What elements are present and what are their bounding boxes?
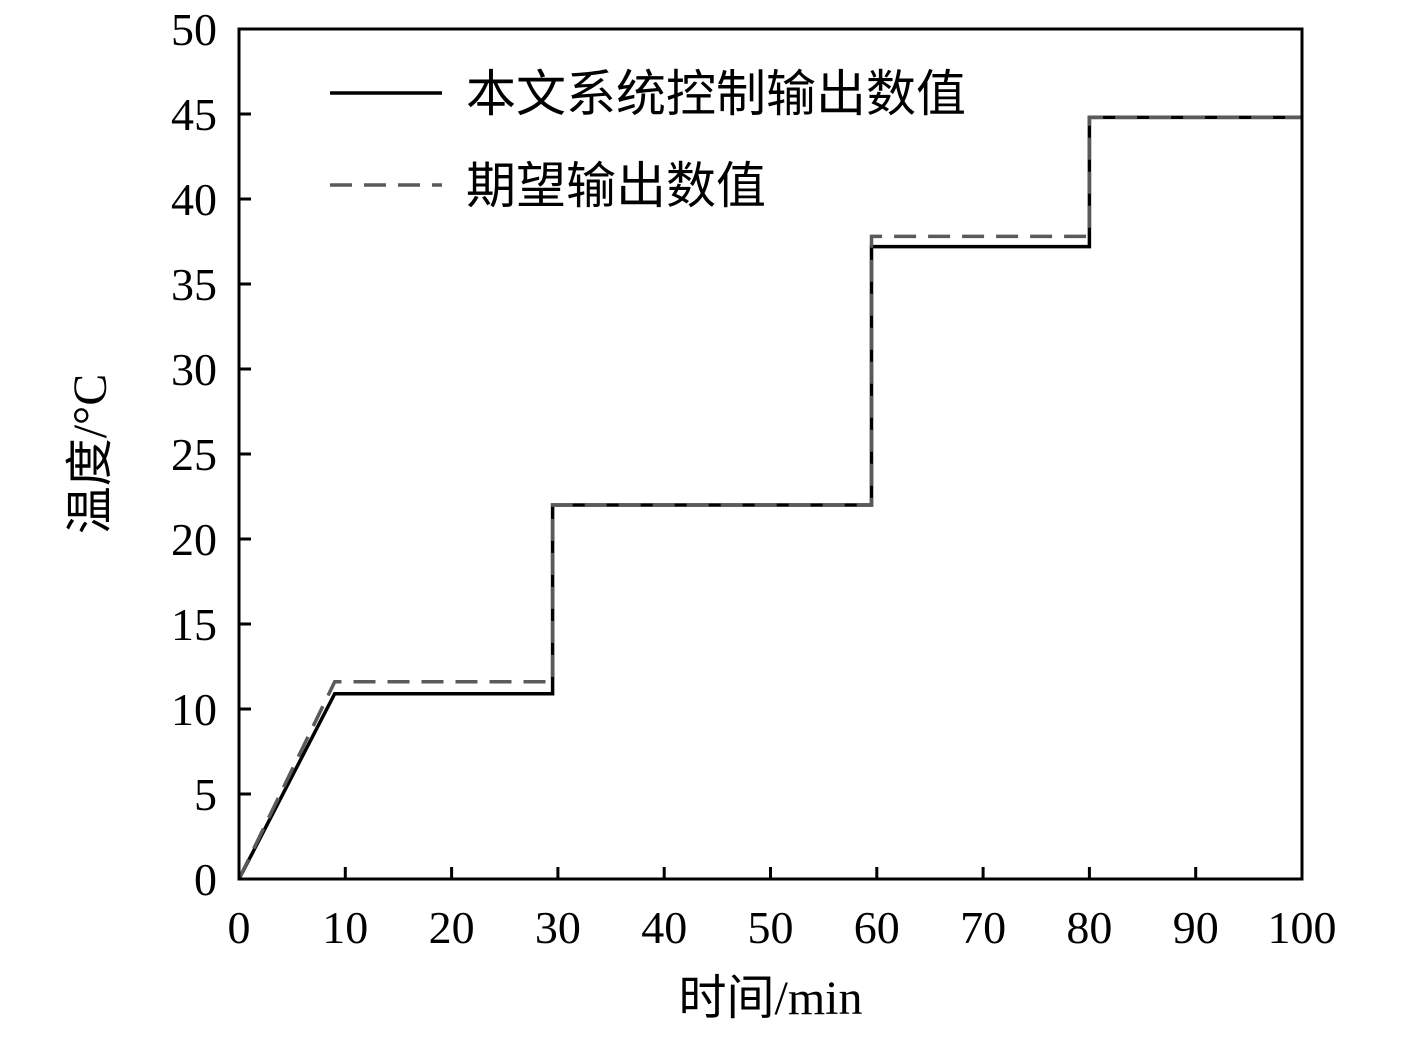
series-line-1 [237, 115, 1302, 880]
y-tick-label: 25 [171, 429, 217, 480]
y-tick-label: 40 [171, 174, 217, 225]
x-tick-label: 100 [1268, 902, 1337, 953]
y-tick-label: 35 [171, 259, 217, 310]
x-tick-label: 80 [1066, 902, 1112, 953]
x-tick-label: 70 [960, 902, 1006, 953]
y-tick-label: 15 [171, 599, 217, 650]
series-line-0 [237, 115, 1302, 880]
x-tick-label: 0 [228, 902, 251, 953]
plot-frame [237, 27, 1304, 881]
y-tick-label: 50 [171, 4, 217, 55]
series-layer [237, 115, 1302, 880]
x-tick-label: 10 [322, 902, 368, 953]
x-tick-label: 50 [748, 902, 794, 953]
x-tick-label: 20 [429, 902, 475, 953]
x-tick-label: 90 [1173, 902, 1219, 953]
y-tick-label: 30 [171, 344, 217, 395]
legend-label-1: 期望输出数值 [466, 158, 766, 214]
ticks-layer: 0 10 20 30 40 50 60 70 80 90 100 0 5 10 15 20 25 30 35 40 45… [171, 4, 1337, 953]
legend-label-0: 本文系统控制输出数值 [466, 66, 966, 122]
y-tick-label: 5 [194, 769, 217, 820]
x-tick-label: 60 [854, 902, 900, 953]
x-tick-label: 30 [535, 902, 581, 953]
y-tick-label: 10 [171, 684, 217, 735]
y-tick-label: 20 [171, 514, 217, 565]
y-axis-title: 温度/°C [64, 374, 117, 535]
x-tick-label: 40 [641, 902, 687, 953]
x-axis-title: 时间/min [678, 972, 862, 1025]
y-tick-label: 45 [171, 89, 217, 140]
y-tick-label: 0 [194, 854, 217, 905]
